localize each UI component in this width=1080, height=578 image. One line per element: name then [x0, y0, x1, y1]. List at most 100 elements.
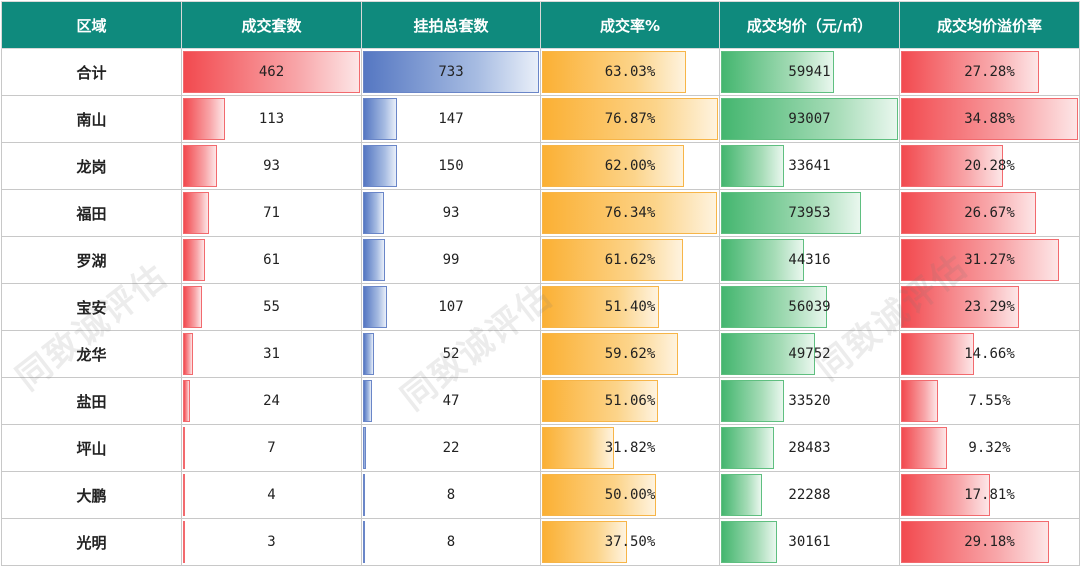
listed-value: 150	[438, 158, 464, 174]
deals-data-bar	[183, 333, 193, 375]
rate-cell: 76.87%	[540, 95, 720, 143]
premium-cell: 26.67%	[899, 189, 1080, 237]
header-deal-rate: 成交率%	[540, 1, 720, 49]
listed-value: 107	[438, 299, 464, 315]
listed-data-bar	[363, 145, 398, 187]
price-value: 73953	[788, 205, 831, 221]
premium-data-bar	[901, 333, 975, 375]
deals-value: 61	[263, 252, 280, 268]
listed-cell: 47	[361, 377, 541, 425]
rate-value: 76.87%	[604, 111, 656, 127]
listed-cell: 8	[361, 518, 541, 566]
listed-cell: 99	[361, 236, 541, 284]
price-value: 28483	[788, 440, 831, 456]
deals-value: 31	[263, 346, 280, 362]
price-value: 49752	[788, 346, 831, 362]
rate-value: 62.00%	[604, 158, 656, 174]
price-value: 44316	[788, 252, 831, 268]
table-row: 福田 71 93 76.34% 73953 26.67%	[1, 189, 1080, 237]
listed-data-bar	[363, 286, 387, 328]
table-row: 合计 462 733 63.03% 59941 27.28%	[1, 48, 1080, 96]
deals-data-bar	[183, 380, 191, 422]
table-row: 宝安 55 107 51.40% 56039 23.29%	[1, 283, 1080, 331]
table-row: 龙岗 93 150 62.00% 33641 20.28%	[1, 142, 1080, 190]
listed-value: 8	[446, 487, 456, 503]
deals-data-bar	[183, 145, 218, 187]
header-deals: 成交套数	[181, 1, 362, 49]
listed-value: 52	[442, 346, 460, 362]
deals-value: 4	[267, 487, 276, 503]
deals-cell: 71	[181, 189, 362, 237]
rate-value: 51.06%	[604, 393, 656, 409]
rate-value: 51.40%	[604, 299, 656, 315]
price-cell: 28483	[719, 424, 900, 472]
rate-cell: 62.00%	[540, 142, 720, 190]
listed-data-bar	[363, 192, 384, 234]
listed-data-bar	[363, 98, 397, 140]
table-row: 龙华 31 52 59.62% 49752 14.66%	[1, 330, 1080, 378]
deals-cell: 55	[181, 283, 362, 331]
rate-cell: 59.62%	[540, 330, 720, 378]
rate-data-bar	[542, 380, 659, 422]
listed-cell: 52	[361, 330, 541, 378]
premium-data-bar	[901, 521, 1049, 563]
price-cell: 56039	[719, 283, 900, 331]
premium-cell: 29.18%	[899, 518, 1080, 566]
premium-value: 31.27%	[964, 252, 1015, 268]
price-data-bar	[721, 145, 784, 187]
rate-value: 76.34%	[604, 205, 656, 221]
listed-cell: 733	[361, 48, 541, 96]
price-value: 33520	[788, 393, 831, 409]
price-cell: 49752	[719, 330, 900, 378]
price-cell: 93007	[719, 95, 900, 143]
premium-value: 14.66%	[964, 346, 1015, 362]
listed-data-bar	[363, 333, 374, 375]
deals-data-bar	[183, 286, 203, 328]
table-row: 大鹏 4 8 50.00% 22288 17.81%	[1, 471, 1080, 519]
price-value: 93007	[788, 111, 831, 127]
region-cell: 光明	[1, 518, 182, 566]
listed-cell: 8	[361, 471, 541, 519]
listed-data-bar	[363, 51, 539, 93]
deals-cell: 113	[181, 95, 362, 143]
rate-data-bar	[542, 98, 718, 140]
listed-value: 22	[442, 440, 460, 456]
premium-data-bar	[901, 427, 947, 469]
rate-data-bar	[542, 192, 717, 234]
premium-value: 20.28%	[964, 158, 1015, 174]
listed-cell: 93	[361, 189, 541, 237]
price-data-bar	[721, 239, 805, 281]
premium-data-bar	[901, 145, 1004, 187]
price-value: 22288	[788, 487, 831, 503]
listed-data-bar	[363, 380, 373, 422]
deals-data-bar	[183, 521, 185, 563]
deals-cell: 4	[181, 471, 362, 519]
premium-data-bar	[901, 98, 1078, 140]
rate-data-bar	[542, 474, 656, 516]
listed-value: 733	[438, 64, 464, 80]
deals-value: 55	[263, 299, 280, 315]
listed-cell: 150	[361, 142, 541, 190]
listed-cell: 107	[361, 283, 541, 331]
rate-data-bar	[542, 427, 614, 469]
price-data-bar	[721, 51, 835, 93]
premium-cell: 9.32%	[899, 424, 1080, 472]
premium-value: 29.18%	[964, 534, 1015, 550]
rate-cell: 50.00%	[540, 471, 720, 519]
premium-data-bar	[901, 192, 1036, 234]
rate-cell: 31.82%	[540, 424, 720, 472]
region-cell: 盐田	[1, 377, 182, 425]
price-cell: 73953	[719, 189, 900, 237]
premium-cell: 27.28%	[899, 48, 1080, 96]
region-cell: 龙华	[1, 330, 182, 378]
price-data-bar	[721, 192, 862, 234]
rate-data-bar	[542, 145, 684, 187]
price-cell: 33641	[719, 142, 900, 190]
deals-cell: 31	[181, 330, 362, 378]
premium-cell: 17.81%	[899, 471, 1080, 519]
premium-cell: 31.27%	[899, 236, 1080, 284]
listed-data-bar	[363, 239, 386, 281]
header-avg-price: 成交均价（元/㎡）	[719, 1, 900, 49]
deals-cell: 61	[181, 236, 362, 284]
rate-data-bar	[542, 333, 679, 375]
